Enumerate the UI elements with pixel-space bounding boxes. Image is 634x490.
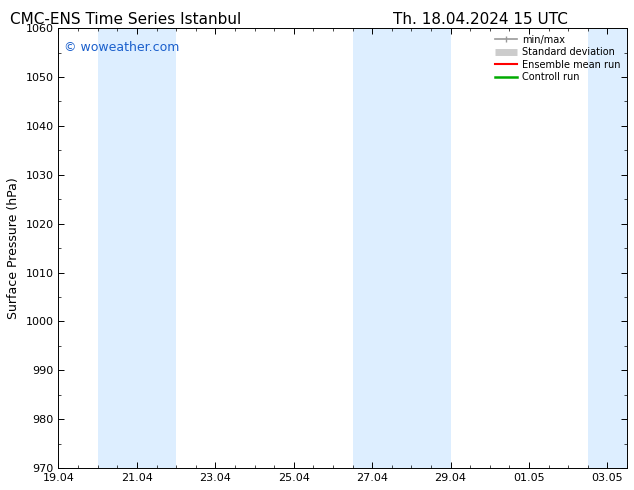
Bar — [353, 28, 451, 468]
Bar — [98, 28, 176, 468]
Text: CMC-ENS Time Series Istanbul: CMC-ENS Time Series Istanbul — [10, 12, 241, 27]
Bar — [588, 28, 627, 468]
Y-axis label: Surface Pressure (hPa): Surface Pressure (hPa) — [7, 177, 20, 319]
Text: © woweather.com: © woweather.com — [64, 41, 179, 54]
Legend: min/max, Standard deviation, Ensemble mean run, Controll run: min/max, Standard deviation, Ensemble me… — [493, 33, 622, 84]
Text: Th. 18.04.2024 15 UTC: Th. 18.04.2024 15 UTC — [393, 12, 568, 27]
